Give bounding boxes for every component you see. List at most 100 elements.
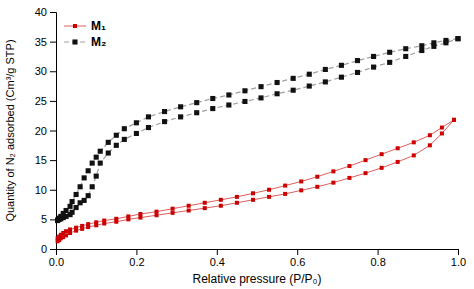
y-axis-title: Quantity of N₂ adsorbed (Cm³/g STP) bbox=[4, 39, 16, 221]
tick-label: 0 bbox=[41, 243, 47, 255]
marker bbox=[235, 201, 239, 205]
marker bbox=[283, 192, 287, 196]
marker bbox=[347, 176, 351, 180]
tick-label: 0.8 bbox=[370, 256, 385, 268]
tick-mark bbox=[136, 249, 137, 255]
tick-label: 35 bbox=[35, 36, 47, 48]
marker bbox=[68, 231, 72, 235]
chart: 0.00.20.40.60.81.00510152025303540M₁M₂Re… bbox=[0, 0, 474, 289]
marker bbox=[122, 137, 127, 142]
marker bbox=[339, 63, 344, 68]
tick-label: 0.4 bbox=[210, 256, 225, 268]
marker bbox=[187, 208, 191, 212]
plot-area: 0.00.20.40.60.81.00510152025303540M₁M₂ bbox=[35, 6, 466, 268]
marker bbox=[380, 166, 384, 170]
tick-mark bbox=[50, 131, 56, 132]
marker bbox=[74, 205, 79, 210]
series-line bbox=[58, 120, 454, 239]
tick-label: 10 bbox=[35, 184, 47, 196]
marker bbox=[291, 76, 296, 81]
series-markers bbox=[56, 118, 456, 241]
marker bbox=[315, 185, 319, 189]
marker bbox=[440, 126, 444, 130]
marker bbox=[126, 214, 130, 218]
tick-label: 15 bbox=[35, 154, 47, 166]
marker bbox=[146, 114, 151, 119]
marker bbox=[194, 100, 199, 105]
marker bbox=[210, 106, 215, 111]
marker bbox=[90, 161, 95, 166]
marker bbox=[171, 207, 175, 211]
marker bbox=[98, 149, 103, 154]
marker bbox=[106, 150, 111, 155]
marker bbox=[194, 110, 199, 115]
series-markers bbox=[55, 36, 460, 222]
marker bbox=[70, 210, 75, 215]
tick-mark bbox=[297, 249, 298, 255]
marker bbox=[387, 50, 392, 55]
series-line bbox=[58, 120, 454, 241]
series-line bbox=[58, 39, 458, 220]
marker bbox=[106, 140, 111, 145]
marker bbox=[235, 195, 239, 199]
marker bbox=[203, 201, 207, 205]
marker bbox=[94, 155, 99, 160]
legend-marker bbox=[73, 24, 77, 28]
marker bbox=[371, 65, 376, 70]
tick-mark bbox=[378, 249, 379, 255]
marker bbox=[68, 227, 72, 231]
marker bbox=[307, 84, 312, 89]
tick: 0.0 bbox=[49, 249, 64, 268]
marker bbox=[226, 92, 231, 97]
tick-mark bbox=[50, 71, 56, 72]
marker bbox=[315, 175, 319, 179]
legend-label: M₁ bbox=[91, 19, 106, 33]
marker bbox=[258, 84, 263, 89]
marker bbox=[102, 219, 106, 223]
marker bbox=[162, 109, 167, 114]
marker bbox=[114, 133, 119, 138]
tick: 1.0 bbox=[451, 249, 466, 268]
marker bbox=[355, 58, 360, 63]
marker bbox=[267, 188, 271, 192]
marker bbox=[347, 164, 351, 168]
marker bbox=[74, 226, 78, 230]
marker bbox=[455, 36, 460, 41]
tick-label: 40 bbox=[35, 6, 47, 18]
tick-label: 5 bbox=[41, 213, 47, 225]
tick: 25 bbox=[35, 95, 56, 107]
legend: M₁M₂ bbox=[64, 19, 106, 49]
marker bbox=[82, 175, 87, 180]
marker bbox=[323, 67, 328, 72]
marker bbox=[94, 220, 98, 224]
tick-label: 25 bbox=[35, 95, 47, 107]
tick-label: 0.2 bbox=[129, 256, 144, 268]
marker bbox=[134, 131, 139, 136]
marker bbox=[210, 96, 215, 101]
marker bbox=[86, 222, 90, 226]
tick: 0 bbox=[41, 243, 56, 255]
marker bbox=[339, 75, 344, 80]
x-axis: 0.0 0.2 0.4 0.6 0.8 1.0 bbox=[49, 249, 466, 268]
marker bbox=[155, 213, 159, 217]
legend-marker bbox=[72, 39, 77, 44]
chart-container: 0.00.20.40.60.81.00510152025303540M₁M₂Re… bbox=[0, 0, 474, 289]
y-axis: 0510152025303540 bbox=[35, 6, 57, 255]
marker bbox=[371, 54, 376, 59]
marker bbox=[178, 104, 183, 109]
tick: 5 bbox=[41, 213, 56, 225]
marker bbox=[187, 204, 191, 208]
marker bbox=[364, 158, 368, 162]
marker bbox=[412, 153, 416, 157]
marker bbox=[146, 125, 151, 130]
marker bbox=[431, 40, 436, 45]
marker bbox=[242, 88, 247, 93]
tick-label: 0.6 bbox=[290, 256, 305, 268]
tick: 10 bbox=[35, 184, 56, 196]
marker bbox=[178, 114, 183, 119]
tick: 0.2 bbox=[129, 249, 144, 268]
marker bbox=[299, 188, 303, 192]
marker bbox=[134, 120, 139, 125]
marker bbox=[171, 211, 175, 215]
marker bbox=[440, 131, 444, 135]
